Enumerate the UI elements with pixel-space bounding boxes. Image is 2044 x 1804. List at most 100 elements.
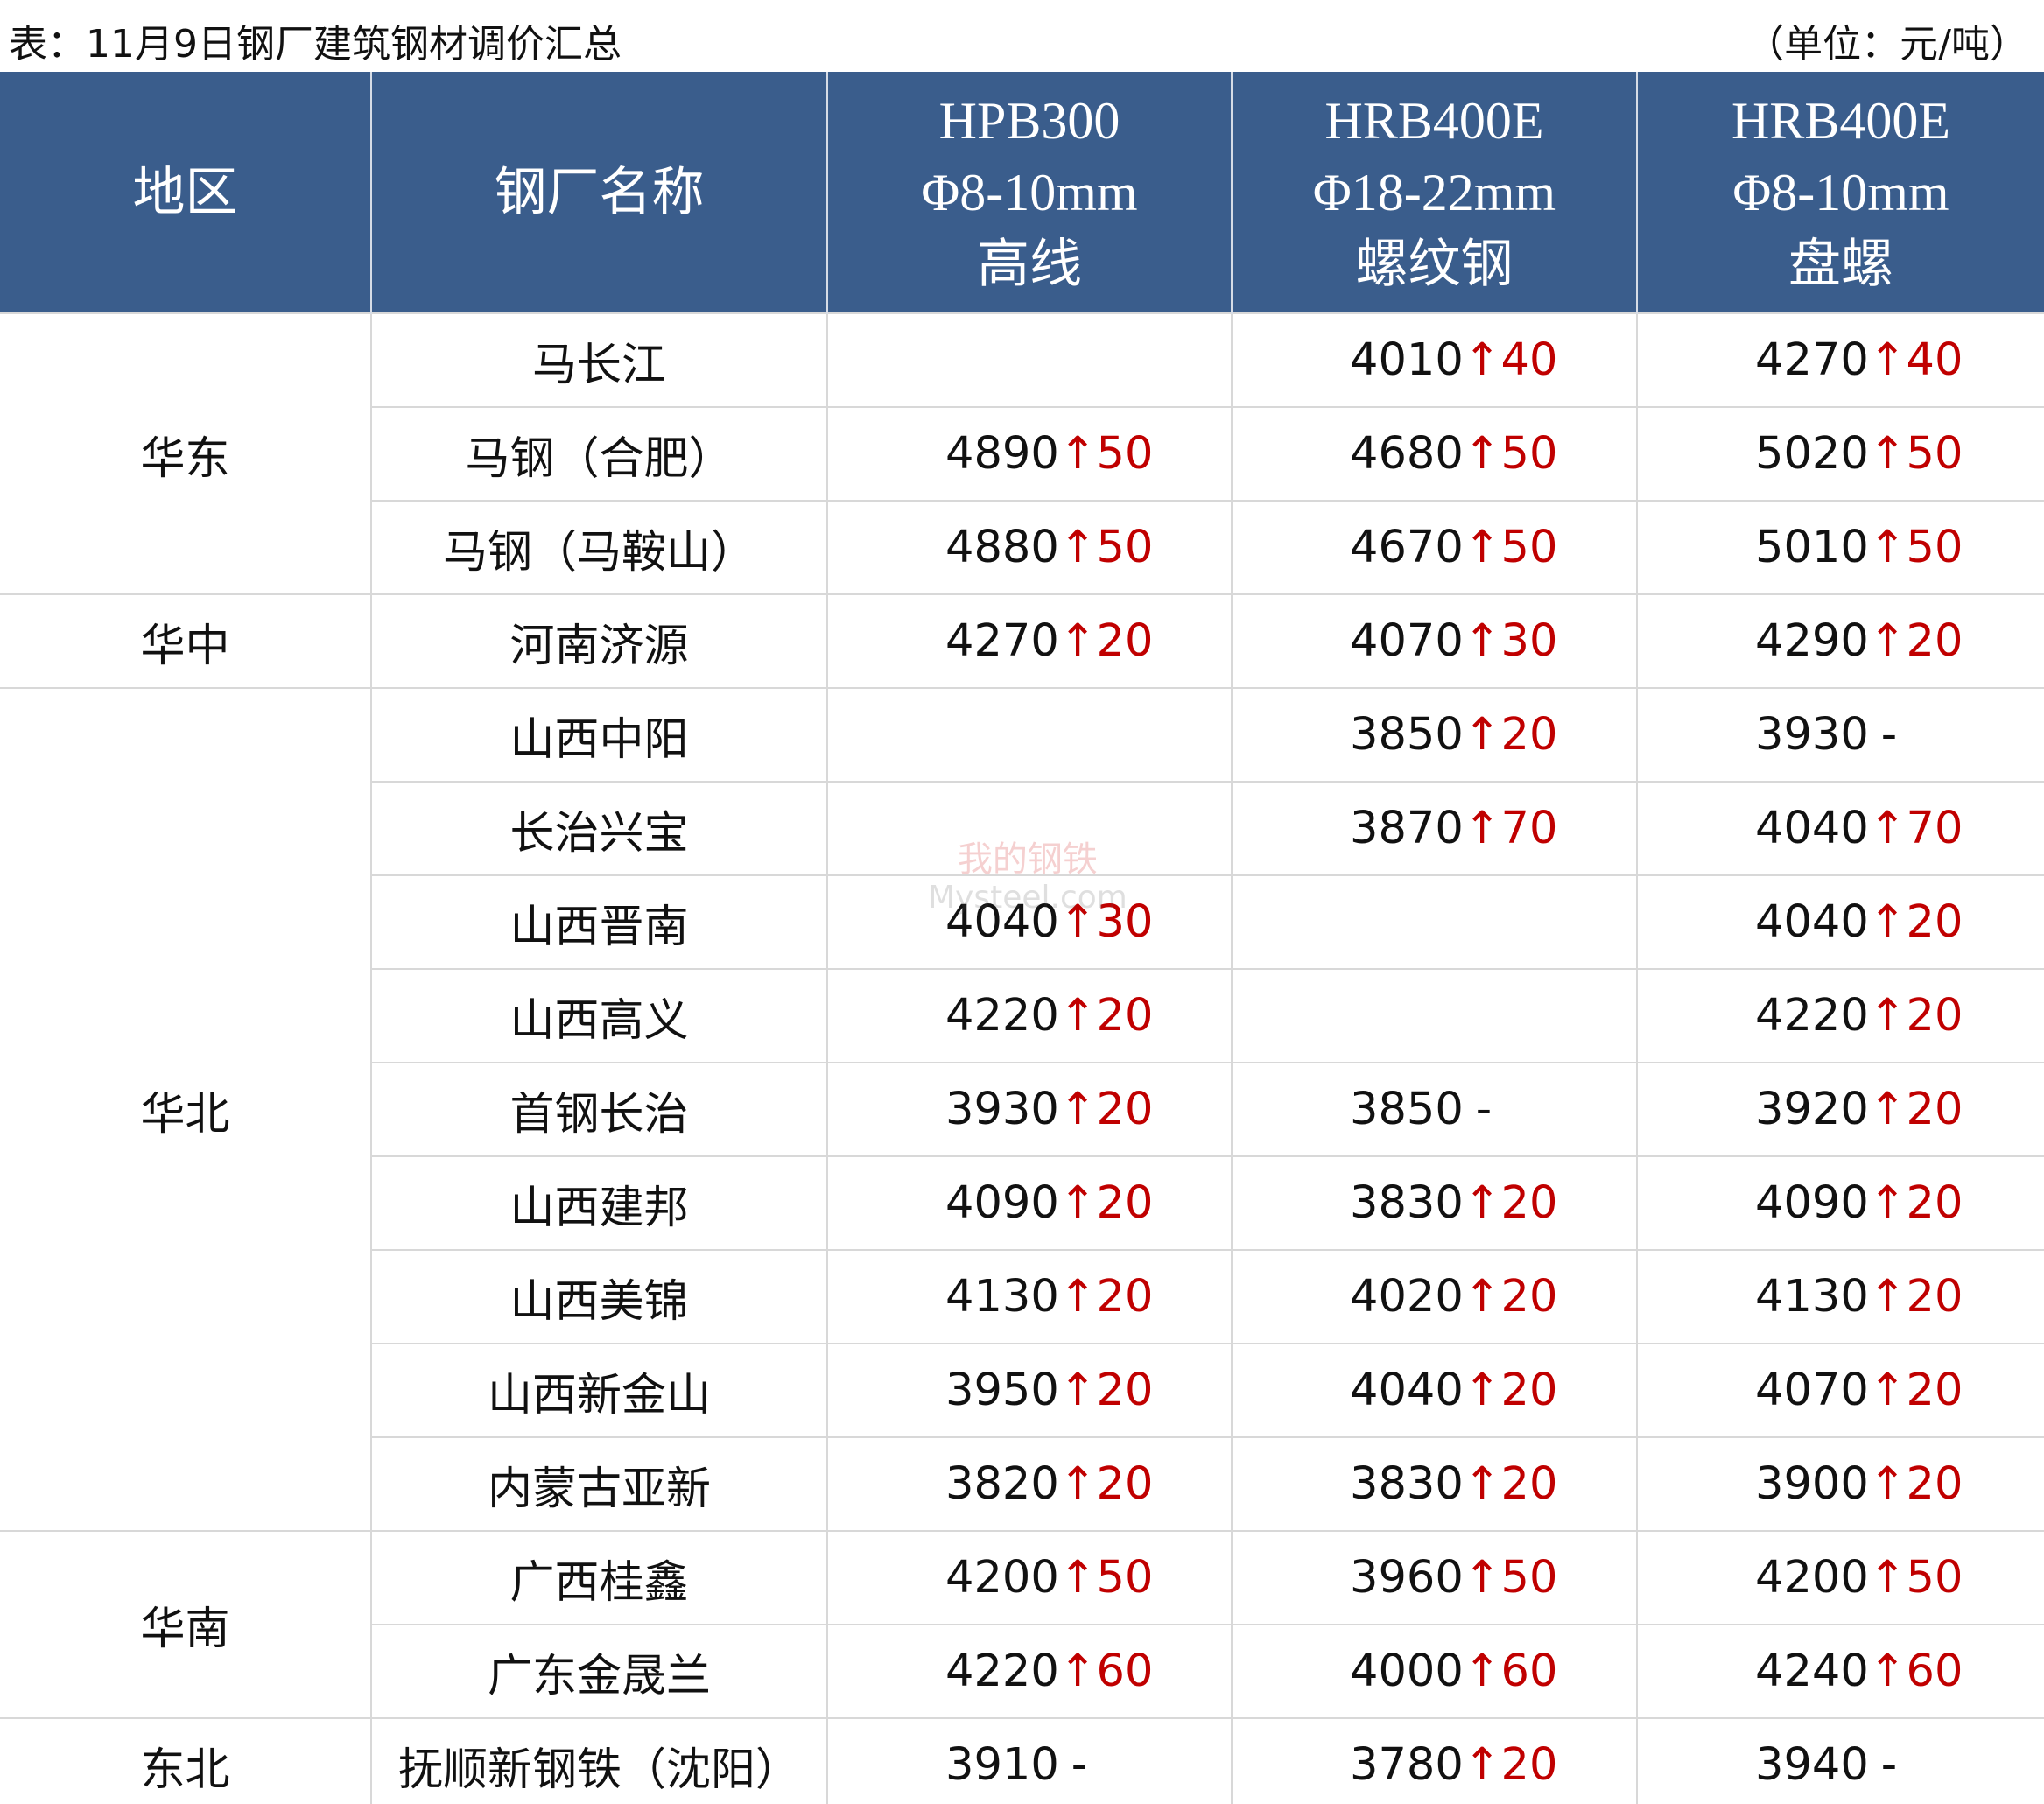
price-cell: 4130↑20 xyxy=(1636,1249,2044,1344)
price-cell: 3780↑20 xyxy=(1231,1717,1638,1804)
change: ↑20 xyxy=(1868,615,1963,667)
price-cell: 4890↑50 xyxy=(826,406,1233,502)
price-cell: 5010↑50 xyxy=(1636,500,2044,595)
price-cell: 3910- xyxy=(826,1717,1233,1804)
change: ↑20 xyxy=(1058,1177,1154,1229)
price-cell: 4090↑20 xyxy=(826,1155,1233,1251)
change: ↑50 xyxy=(1868,428,1963,480)
header-line: 螺纹钢 xyxy=(1355,235,1514,293)
price-cell: 3850- xyxy=(1231,1062,1638,1157)
row: 山西建邦 4090↑20 3830↑20 4090↑20 xyxy=(0,1155,2044,1251)
price: 4240 xyxy=(1755,1646,1869,1697)
row: 马钢（马鞍山） 4880↑50 4670↑50 5010↑50 xyxy=(0,500,2044,595)
header-line: 高线 xyxy=(977,235,1082,293)
row: 山西高义 4220↑20 4220↑20 xyxy=(0,968,2044,1063)
change: ↑50 xyxy=(1463,428,1558,480)
row: 马钢（合肥） 4890↑50 4680↑50 5020↑50 xyxy=(0,406,2044,502)
mill-cell: 长治兴宝 xyxy=(370,781,828,876)
header-line: Φ18-22mm xyxy=(1312,163,1556,221)
header-line: HRB400E xyxy=(1731,91,1951,150)
row: 华东 马长江 4010↑40 4270↑40 xyxy=(0,312,2044,595)
change: ↑40 xyxy=(1463,334,1558,386)
price-cell: 4220↑60 xyxy=(826,1624,1233,1719)
price: 3850 xyxy=(1350,709,1464,761)
price-cell: 4070↑30 xyxy=(1231,593,1638,689)
price: 4670 xyxy=(1350,522,1464,573)
price-cell xyxy=(1231,874,1638,970)
price-cell: 3820↑20 xyxy=(826,1436,1233,1532)
price: 4270 xyxy=(945,615,1059,667)
price: 4130 xyxy=(945,1271,1059,1323)
row: 华南 广西桂鑫 4200↑50 3960↑50 4200↑50 xyxy=(0,1530,2044,1719)
change: ↑20 xyxy=(1058,1365,1154,1416)
change: ↑60 xyxy=(1868,1646,1963,1697)
price: 4090 xyxy=(945,1177,1059,1229)
price-cell: 4040↑30 xyxy=(826,874,1233,970)
price-cell: 4040↑20 xyxy=(1636,874,2044,970)
row: 山西晋南 4040↑30 4040↑20 xyxy=(0,874,2044,970)
price: 3950 xyxy=(945,1365,1059,1416)
price-cell: 4880↑50 xyxy=(826,500,1233,595)
price: 4000 xyxy=(1350,1646,1464,1697)
change: ↑20 xyxy=(1463,1271,1558,1323)
change: ↑20 xyxy=(1058,990,1154,1042)
mill-cell: 马钢（合肥） xyxy=(370,406,828,502)
price: 5010 xyxy=(1755,522,1869,573)
column-header: 地区 xyxy=(0,72,371,313)
price-cell: 4020↑20 xyxy=(1231,1249,1638,1344)
price-cell: 4200↑50 xyxy=(826,1530,1233,1625)
change: ↑40 xyxy=(1868,334,1963,386)
price-cell: 4220↑20 xyxy=(1636,968,2044,1063)
price: 3910 xyxy=(945,1739,1059,1791)
price-cell: 4240↑60 xyxy=(1636,1624,2044,1719)
caption: 表：11月9日钢厂建筑钢材调价汇总 （单位：元/吨） xyxy=(0,0,2044,72)
price: 3780 xyxy=(1350,1739,1464,1791)
price: 3830 xyxy=(1350,1177,1464,1229)
row: 首钢长治 3930↑20 3850-3920↑20 xyxy=(0,1062,2044,1157)
price-cell: 4270↑40 xyxy=(1636,312,2044,408)
price-cell: 4220↑20 xyxy=(826,968,1233,1063)
change: ↑50 xyxy=(1463,522,1558,573)
price-cell: 4040↑20 xyxy=(1231,1343,1638,1438)
price: 3820 xyxy=(945,1458,1059,1510)
price-cell: 4040↑70 xyxy=(1636,781,2044,876)
mill-cell: 山西新金山 xyxy=(370,1343,828,1438)
price: 3850 xyxy=(1350,1084,1464,1135)
mill-cell: 山西中阳 xyxy=(370,687,828,783)
change: ↑20 xyxy=(1463,1739,1558,1791)
price: 4040 xyxy=(1350,1365,1464,1416)
mill-cell: 山西高义 xyxy=(370,968,828,1063)
price: 4220 xyxy=(945,1646,1059,1697)
change: ↑20 xyxy=(1463,709,1558,761)
price: 3830 xyxy=(1350,1458,1464,1510)
price: 4680 xyxy=(1350,428,1464,480)
price: 4010 xyxy=(1350,334,1464,386)
mill-cell: 抚顺新钢铁（沈阳） xyxy=(370,1717,828,1804)
price-cell: 3830↑20 xyxy=(1231,1155,1638,1251)
price-cell: 3900↑20 xyxy=(1636,1436,2044,1532)
price: 4070 xyxy=(1755,1365,1869,1416)
region-cell: 华北 xyxy=(0,687,372,1532)
price-cell: 4130↑20 xyxy=(826,1249,1233,1344)
change: ↑20 xyxy=(1868,990,1963,1042)
mill-cell: 广东金晟兰 xyxy=(370,1624,828,1719)
price: 4290 xyxy=(1755,615,1869,667)
change: ↑50 xyxy=(1463,1552,1558,1604)
price-table: 地区 钢厂名称 HPB300 Φ8-10mm 高线 HRB400E Φ18-22mm 螺纹钢 H… xyxy=(0,72,2044,1804)
change: ↑20 xyxy=(1058,1271,1154,1323)
header-line: Φ8-10mm xyxy=(1732,163,1949,221)
price-cell xyxy=(1231,968,1638,1063)
change: ↑20 xyxy=(1058,615,1154,667)
price-cell: 3950↑20 xyxy=(826,1343,1233,1438)
change: ↑20 xyxy=(1058,1084,1154,1135)
price-cell: 3960↑50 xyxy=(1231,1530,1638,1625)
row: 山西新金山 3950↑20 4040↑20 4070 ↑20 xyxy=(0,1343,2044,1438)
price-cell: 4680↑50 xyxy=(1231,406,1638,502)
price-cell: 3830↑20 xyxy=(1231,1436,1638,1532)
price: 4220 xyxy=(1755,990,1869,1042)
unit: （单位：元/吨） xyxy=(1745,22,2028,67)
row: 东北 抚顺新钢铁（沈阳） 3910-3780↑20 3940- xyxy=(0,1717,2044,1804)
price: 4880 xyxy=(945,522,1059,573)
change: ↑20 xyxy=(1868,1177,1963,1229)
price: 4090 xyxy=(1755,1177,1869,1229)
